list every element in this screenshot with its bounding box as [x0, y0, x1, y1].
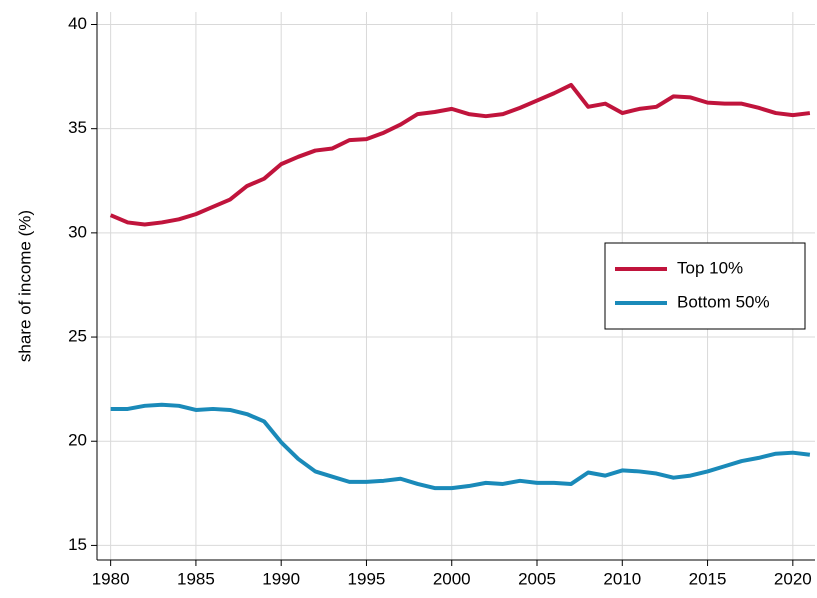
y-tick-label: 15	[68, 535, 87, 554]
y-tick-label: 25	[68, 327, 87, 346]
y-axis-label: share of income (%)	[15, 210, 34, 362]
y-tick-label: 30	[68, 222, 87, 241]
legend-label: Top 10%	[677, 258, 743, 277]
x-tick-label: 2010	[603, 569, 641, 588]
line-series	[109, 82, 811, 227]
x-tick-label: 1990	[262, 569, 300, 588]
line-series	[110, 402, 811, 491]
x-tick-label: 2020	[774, 569, 812, 588]
y-tick-label: 40	[68, 14, 87, 33]
x-tick-label: 2000	[433, 569, 471, 588]
y-tick-label: 35	[68, 118, 87, 137]
x-tick-label: 1980	[92, 569, 130, 588]
y-tick-label: 20	[68, 431, 87, 450]
legend-box	[604, 242, 806, 330]
x-tick-label: 2005	[518, 569, 556, 588]
legend-label: Bottom 50%	[677, 292, 770, 311]
x-tick-label: 1995	[348, 569, 386, 588]
legend: Top 10% Bottom 50%	[604, 242, 806, 330]
x-tick-label: 2015	[689, 569, 727, 588]
x-tick-label: 1985	[177, 569, 215, 588]
